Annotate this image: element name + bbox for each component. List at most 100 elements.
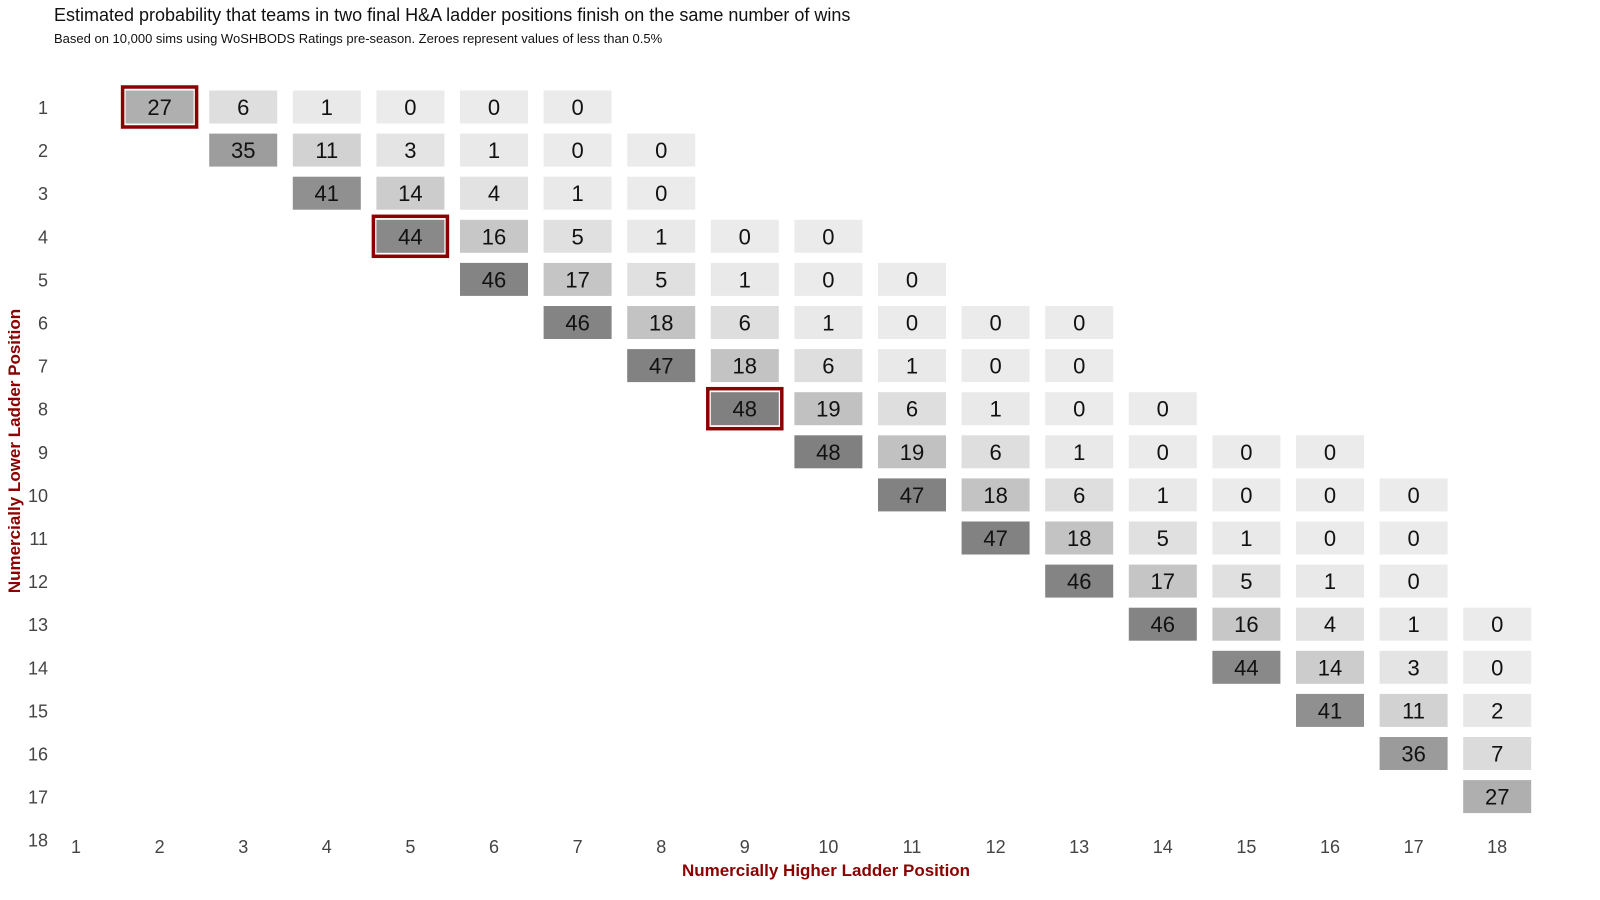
x-tick-label: 13 — [1069, 837, 1089, 857]
heatmap-cell-r10-c11 — [878, 478, 946, 512]
heatmap-cell-r4-c6 — [460, 219, 528, 253]
chart-title: Estimated probability that teams in two … — [54, 5, 851, 25]
heatmap-cell-r7-c8 — [627, 349, 696, 383]
cell-value-label: 46 — [1151, 612, 1175, 637]
heatmap-cell-r13-c14 — [1128, 607, 1197, 641]
heatmap-cell-r17-c18 — [1463, 780, 1532, 814]
cell-value-label: 0 — [404, 95, 416, 120]
heatmap-cell-r6-c10 — [794, 306, 863, 339]
y-tick-label: 11 — [29, 529, 48, 549]
heatmap-cell-r2-c5 — [376, 133, 445, 167]
heatmap-cell-r7-c13 — [1045, 349, 1114, 383]
x-tick-label: 8 — [656, 837, 666, 857]
y-tick-label: 16 — [28, 745, 48, 765]
heatmap-cell-r1-c7 — [543, 90, 612, 124]
heatmap-cell-r7-c12 — [961, 349, 1030, 383]
heatmap-cell-r11-c12 — [961, 521, 1030, 555]
cell-value-label: 36 — [1401, 742, 1425, 767]
heatmap-cell-r8-c13 — [1045, 392, 1114, 426]
heatmap-cell-r5-c9 — [710, 262, 779, 296]
heatmap-cell-r13-c16 — [1296, 607, 1364, 641]
cell-value-label: 27 — [1485, 785, 1509, 810]
heatmap-cell-r3-c5 — [376, 176, 445, 210]
heatmap-cell-r6-c8 — [627, 306, 696, 339]
heatmap-cell-r5-c7 — [543, 262, 612, 296]
heatmap-cell-r12-c16 — [1296, 564, 1364, 598]
cell-value-label: 0 — [1324, 483, 1336, 508]
cell-value-label: 6 — [906, 397, 918, 422]
cell-value-label: 1 — [822, 311, 834, 336]
y-tick-label: 1 — [38, 98, 48, 118]
cell-value-label: 7 — [1491, 742, 1503, 767]
heatmap-cell-r10-c17 — [1379, 478, 1448, 512]
heatmap-cell-r7-c11 — [878, 349, 946, 383]
heatmap-cell-r4-c5 — [376, 219, 445, 253]
cell-value-label: 0 — [1240, 440, 1252, 465]
heatmap-cell-r10-c14 — [1128, 478, 1197, 512]
cell-value-label: 46 — [565, 311, 589, 336]
y-tick-label: 13 — [28, 615, 48, 635]
heatmap-cell-r9-c14 — [1128, 435, 1197, 469]
heatmap-cell-r13-c17 — [1379, 607, 1448, 641]
cell-value-label: 17 — [565, 267, 589, 292]
heatmap-cell-r3-c6 — [460, 176, 528, 210]
heatmap-cell-r3-c8 — [627, 176, 696, 210]
heatmap-cell-r15-c17 — [1379, 693, 1448, 727]
x-tick-label: 11 — [903, 837, 922, 857]
heatmap-cell-r8-c11 — [878, 392, 946, 426]
heatmap-cell-r14-c17 — [1379, 650, 1448, 684]
cell-value-label: 46 — [1067, 569, 1091, 594]
cell-value-label: 16 — [482, 224, 506, 249]
x-tick-label: 16 — [1320, 837, 1340, 857]
x-tick-label: 5 — [405, 837, 415, 857]
heatmap-cell-r1-c3 — [209, 90, 278, 124]
heatmap-cell-r10-c13 — [1045, 478, 1114, 512]
cell-value-label: 0 — [989, 311, 1001, 336]
heatmap-cell-r2-c7 — [543, 133, 612, 167]
heatmap-cell-r12-c17 — [1379, 564, 1448, 598]
cell-value-label: 3 — [404, 138, 416, 163]
heatmap-cell-r6-c13 — [1045, 306, 1114, 339]
heatmap-cell-r7-c9 — [710, 349, 779, 383]
heatmap-cell-r12-c14 — [1128, 564, 1197, 598]
heatmap-cell-r5-c6 — [460, 262, 528, 296]
heatmap-cell-r8-c10 — [794, 392, 863, 426]
cell-value-label: 16 — [1234, 612, 1258, 637]
x-tick-label: 3 — [238, 837, 248, 857]
heatmap-cell-r15-c18 — [1463, 693, 1532, 727]
heatmap-cell-r1-c5 — [376, 90, 445, 124]
cell-value-label: 0 — [1407, 483, 1419, 508]
cell-value-label: 0 — [1491, 612, 1503, 637]
heatmap-cell-r5-c8 — [627, 262, 696, 296]
cell-value-label: 0 — [1407, 526, 1419, 551]
heatmap-cell-r11-c13 — [1045, 521, 1114, 555]
heatmap-cell-r10-c16 — [1296, 478, 1364, 512]
y-tick-label: 3 — [38, 184, 48, 204]
heatmap-cell-r12-c13 — [1045, 564, 1114, 598]
cell-value-label: 0 — [906, 311, 918, 336]
heatmap-cell-r6-c11 — [878, 306, 946, 339]
heatmap-cell-r2-c8 — [627, 133, 696, 167]
cell-value-label: 41 — [1318, 698, 1342, 723]
heatmap-cell-r4-c7 — [543, 219, 612, 253]
heatmap-cell-r11-c15 — [1212, 521, 1281, 555]
cell-value-label: 1 — [1073, 440, 1085, 465]
heatmap-cell-r2-c4 — [292, 133, 361, 167]
cell-value-label: 18 — [733, 354, 757, 379]
heatmap-cell-r4-c9 — [710, 219, 779, 253]
heatmap-cell-r10-c12 — [961, 478, 1030, 512]
cell-value-label: 0 — [739, 224, 751, 249]
heatmap-cell-r1-c2 — [125, 90, 194, 124]
heatmap-cell-r16-c18 — [1463, 737, 1532, 770]
y-tick-label: 15 — [28, 701, 48, 721]
cell-value-label: 0 — [655, 181, 667, 206]
heatmap-cell-r9-c15 — [1212, 435, 1281, 469]
cell-value-label: 6 — [739, 311, 751, 336]
heatmap-cell-r5-c10 — [794, 262, 863, 296]
heatmap-cell-r1-c6 — [460, 90, 528, 124]
x-tick-label: 4 — [322, 837, 332, 857]
cell-value-label: 27 — [147, 95, 171, 120]
cell-value-label: 0 — [1073, 397, 1085, 422]
cell-value-label: 35 — [231, 138, 255, 163]
